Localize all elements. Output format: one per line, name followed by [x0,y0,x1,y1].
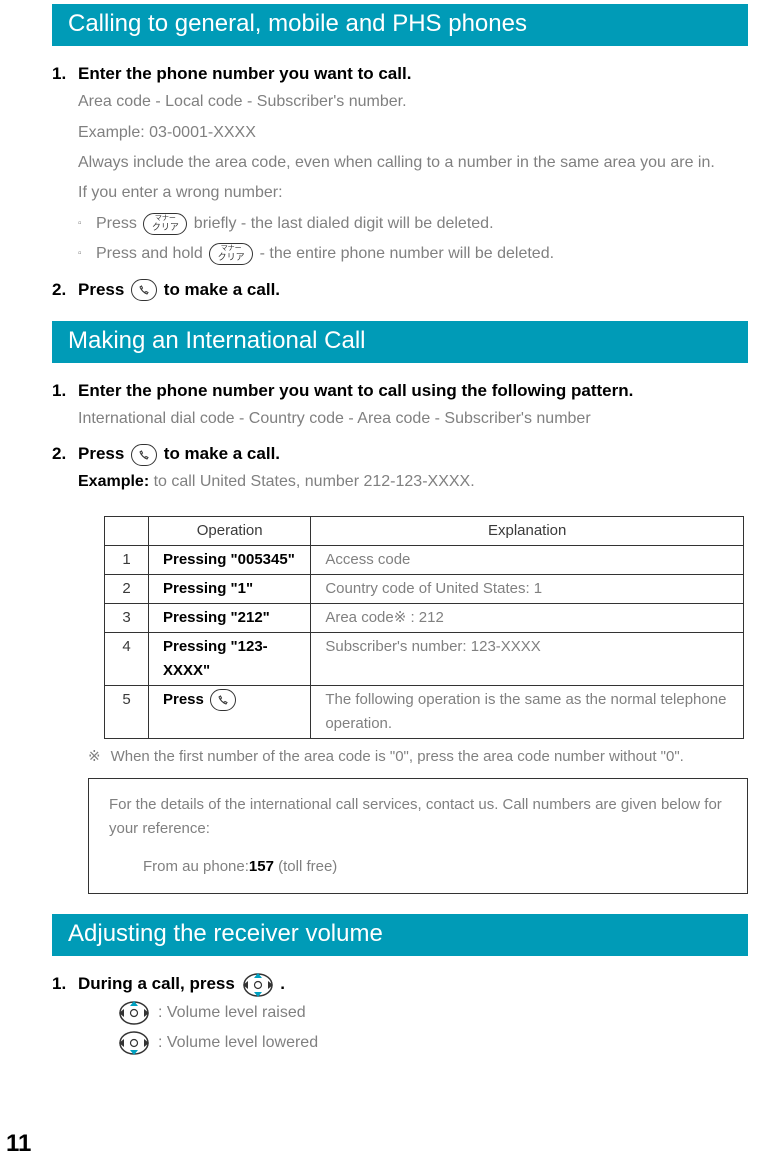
table-cell-num: 4 [105,632,149,685]
bullet-text-pre: Press [96,215,141,232]
step-number: 1. [52,377,78,404]
table-row: 3 Pressing "212" Area code※ : 212 [105,603,744,632]
s2-step-list: 1. Enter the phone number you want to ca… [52,377,748,498]
step-title-pre: Press [78,444,129,463]
footnote-text: When the first number of the area code i… [111,745,684,768]
wrong-number-bullet-1: ▫ Press マナー クリア briefly - the last diale… [78,209,748,239]
nav-down-icon [118,1030,150,1056]
table-row: 1 Pressing "005345" Access code [105,545,744,574]
table-cell-num: 2 [105,574,149,603]
bullet-text-post: - the entire phone number will be delete… [260,245,554,262]
volume-down-line: : Volume level lowered [116,1028,748,1058]
table-cell-op: Pressing "212" [149,603,311,632]
intl-call-table: Operation Explanation 1 Pressing "005345… [104,516,744,739]
square-bullet-icon: ▫ [78,209,90,239]
step-title-post: . [280,974,285,993]
table-cell-op: Pressing "123-XXXX" [149,632,311,685]
step-number: 2. [52,440,78,467]
refbox-line2-post: (toll free) [274,858,337,875]
call-button-icon [131,444,157,466]
table-cell-exp: Access code [311,545,744,574]
table-cell-exp: Country code of United States: 1 [311,574,744,603]
table-header-explanation: Explanation [311,516,744,545]
example-rest: to call United States, number 212-123-XX… [149,473,475,490]
step-sub: If you enter a wrong number: [78,178,748,208]
step-sub: International dial code - Country code -… [78,404,748,434]
step-sub: Always include the area code, even when … [78,148,748,178]
op-pre: Press [163,691,208,708]
step-title: Enter the phone number you want to call. [78,60,748,87]
refbox-line2: From au phone:157 (toll free) [143,855,727,879]
step-number: 1. [52,970,78,997]
section-title-volume: Adjusting the receiver volume [52,914,748,956]
clear-button-icon: マナー クリア [143,213,187,235]
refbox-line1: For the details of the international cal… [109,793,727,841]
page: Calling to general, mobile and PHS phone… [0,4,772,1172]
table-row: 4 Pressing "123-XXXX" Subscriber's numbe… [105,632,744,685]
step-number: 1. [52,60,78,87]
step-title: Enter the phone number you want to call … [78,377,748,404]
clear-button-icon: マナー クリア [209,243,253,265]
step-title-post: to make a call. [164,280,280,299]
s1-step-list: 1. Enter the phone number you want to ca… [52,60,748,303]
example-label: Example: [78,473,149,490]
step-title-pre: Press [78,280,129,299]
section-title-calling: Calling to general, mobile and PHS phone… [52,4,748,46]
table-cell-exp: Area code※ : 212 [311,603,744,632]
table-cell-op: Press [149,685,311,738]
s3-step-list: 1. During a call, press . [52,970,748,1058]
table-cell-num: 5 [105,685,149,738]
footnote-mark: ※ [88,745,101,768]
volume-up-line: : Volume level raised [116,998,748,1028]
step-sub: Area code - Local code - Subscriber's nu… [78,87,748,117]
table-cell-op: Pressing "1" [149,574,311,603]
s3-step-1: 1. During a call, press . [52,970,748,1058]
nav-up-icon [118,1000,150,1026]
bullet-text-post: briefly - the last dialed digit will be … [194,215,494,232]
s2-step-2: 2. Press to make a call. Example: to cal… [52,440,748,498]
table-cell-num: 1 [105,545,149,574]
table-cell-op: Pressing "005345" [149,545,311,574]
section-title-international: Making an International Call [52,321,748,363]
bullet-text-pre: Press and hold [96,245,207,262]
table-row: 2 Pressing "1" Country code of United St… [105,574,744,603]
refbox-line2-bold: 157 [249,858,274,875]
s1-step-2: 2. Press to make a call. [52,276,748,303]
s2-step-1: 1. Enter the phone number you want to ca… [52,377,748,435]
example-line: Example: to call United States, number 2… [78,467,748,497]
table-cell-exp: Subscriber's number: 123-XXXX [311,632,744,685]
volume-down-label: : Volume level lowered [158,1028,318,1058]
table-cell-num: 3 [105,603,149,632]
call-button-icon [210,689,236,711]
wrong-number-bullet-2: ▫ Press and hold マナー クリア - the entire ph… [78,239,748,269]
table-cell-exp: The following operation is the same as t… [311,685,744,738]
step-title-pre: During a call, press [78,974,240,993]
s1-step-1: 1. Enter the phone number you want to ca… [52,60,748,270]
refbox-line2-pre: From au phone: [143,858,249,875]
table-row: 5 Press The following operation is the s… [105,685,744,738]
call-button-icon [131,279,157,301]
table-header-blank [105,516,149,545]
square-bullet-icon: ▫ [78,239,90,269]
reference-box: For the details of the international cal… [88,778,748,894]
table-footnote: ※ When the first number of the area code… [88,745,748,768]
step-title-post: to make a call. [164,444,280,463]
table-header-operation: Operation [149,516,311,545]
volume-up-label: : Volume level raised [158,998,306,1028]
nav-cross-icon [242,972,274,998]
page-number: 11 [6,1130,31,1158]
step-sub: Example: 03-0001-XXXX [78,118,748,148]
step-number: 2. [52,276,78,303]
